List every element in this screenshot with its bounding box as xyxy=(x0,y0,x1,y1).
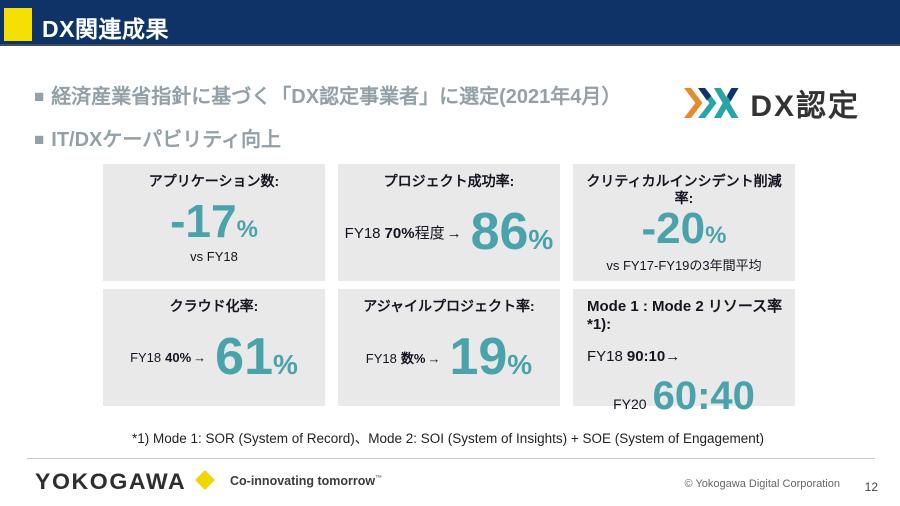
metric-title: アジャイルプロジェクト率: xyxy=(363,298,535,314)
from-value: 90:10 xyxy=(626,348,666,365)
metric-value-line: 19 % xyxy=(449,327,533,386)
bullet-text: 経済産業省指針に基づく「DX認定事業者」に選定(2021年4月） xyxy=(51,86,622,108)
metric-unit: % xyxy=(273,348,298,380)
metric-body: -20 % vs FY17-FY19の3年間平均 xyxy=(583,203,785,275)
metric-value: -20 xyxy=(641,203,706,253)
metric-from: FY18 40% → xyxy=(130,350,211,365)
metric-grid: アプリケーション数: -17 % vs FY18 プロジェクト成功率: FY18… xyxy=(103,164,795,416)
arrow-icon: → xyxy=(665,348,681,365)
metric-unit: % xyxy=(236,216,258,244)
tagline-text: Co-innovating tomorrow xyxy=(230,474,376,488)
metric-body: FY18 数% → 19 % xyxy=(348,315,550,400)
metric-value: 86 xyxy=(470,202,529,261)
metric-card-agile: アジャイルプロジェクト率: FY18 数% → 19 % xyxy=(338,289,560,406)
metric-baseline: vs FY17-FY19の3年間平均 xyxy=(606,257,762,273)
from-label: FY18 xyxy=(365,350,397,366)
metric-title: アプリケーション数: xyxy=(148,173,280,189)
bullet-dx-certified: ■ 経済産業省指針に基づく「DX認定事業者」に選定(2021年4月） xyxy=(34,84,621,110)
metric-body: FY18 70%程度 → 86 % xyxy=(345,190,554,275)
metric-value-line: FY20 60:40 xyxy=(583,374,785,418)
brand-tagline: Co-innovating tomorrow™ xyxy=(230,474,382,488)
metric-card-cloud: クラウド化率: FY18 40% → 61 % xyxy=(103,289,325,406)
metric-unit: % xyxy=(705,221,727,249)
accent-square xyxy=(4,8,32,41)
trademark-symbol: ™ xyxy=(375,474,383,482)
yokogawa-diamond-icon xyxy=(195,470,215,490)
metric-from: FY18 90:10→ xyxy=(583,348,785,365)
page-number: 12 xyxy=(864,480,878,494)
metric-title: Mode 1 : Mode 2 リソース率*1): xyxy=(587,298,783,333)
from-label: FY18 xyxy=(587,348,623,365)
metric-body: FY18 40% → 61 % xyxy=(113,315,315,400)
page-title: DX関連成果 xyxy=(42,16,169,42)
dx-certification-logo: DX認定 xyxy=(684,80,860,126)
metric-value: 19 xyxy=(449,327,508,386)
from-value: 40% xyxy=(165,349,192,365)
metric-body: -17 % vs FY18 xyxy=(113,190,315,275)
dx-certification-label: DX認定 xyxy=(750,90,860,123)
square-bullet-icon: ■ xyxy=(34,86,45,106)
arrow-icon: → xyxy=(446,224,462,242)
from-label: FY18 xyxy=(344,224,381,242)
copyright-text: © Yokogawa Digital Corporation xyxy=(684,478,840,490)
metric-title: クリティカルインシデント削減率: xyxy=(586,173,782,206)
bullet-list: ■ 経済産業省指針に基づく「DX認定事業者」に選定(2021年4月） ■ IT/… xyxy=(34,84,621,170)
to-label: FY20 xyxy=(613,396,647,412)
metric-title: クラウド化率: xyxy=(169,298,259,314)
dx-certification-mark-icon xyxy=(684,88,739,118)
metric-unit: % xyxy=(507,348,533,380)
from-value: 数% xyxy=(400,350,426,366)
from-value: 70% xyxy=(384,224,415,242)
metric-unit: % xyxy=(528,223,554,255)
metric-value-line: 61 % xyxy=(215,327,298,386)
footnote: *1) Mode 1: SOR (System of Record)、Mode … xyxy=(131,431,765,446)
metric-from: FY18 数% → xyxy=(366,348,446,367)
metric-title: プロジェクト成功率: xyxy=(383,173,515,189)
metric-card-mode-resource: Mode 1 : Mode 2 リソース率*1): FY18 90:10→ FY2… xyxy=(573,289,795,416)
bullet-capability: ■ IT/DXケーパビリティ向上 xyxy=(34,127,621,153)
metric-value: -17 xyxy=(170,195,237,248)
metric-card-applications: アプリケーション数: -17 % vs FY18 xyxy=(103,164,325,281)
metric-card-critical-incident: クリティカルインシデント削減率: -20 % vs FY17-FY19の3年間平… xyxy=(573,164,795,281)
footer-divider xyxy=(27,458,875,459)
metric-value: 61 xyxy=(215,327,274,386)
square-bullet-icon: ■ xyxy=(34,129,45,149)
arrow-icon: → xyxy=(193,349,207,365)
bullet-text: IT/DXケーパビリティ向上 xyxy=(51,129,281,151)
metric-baseline: vs FY18 xyxy=(190,249,238,265)
metric-value-line: -20 % xyxy=(641,203,727,253)
metric-value-line: 86 % xyxy=(470,202,554,261)
metric-card-project-success: プロジェクト成功率: FY18 70%程度 → 86 % xyxy=(338,164,560,281)
metric-from: FY18 70%程度 → xyxy=(345,222,467,243)
header-bar: DX関連成果 xyxy=(0,0,900,46)
yokogawa-logo: YOKOGAWA xyxy=(35,469,187,494)
metric-value: 60:40 xyxy=(652,374,755,418)
from-label: FY18 xyxy=(130,349,162,365)
arrow-icon: → xyxy=(427,350,441,366)
from-suffix: 程度 xyxy=(414,224,445,242)
metric-value-line: -17 % xyxy=(170,195,258,248)
